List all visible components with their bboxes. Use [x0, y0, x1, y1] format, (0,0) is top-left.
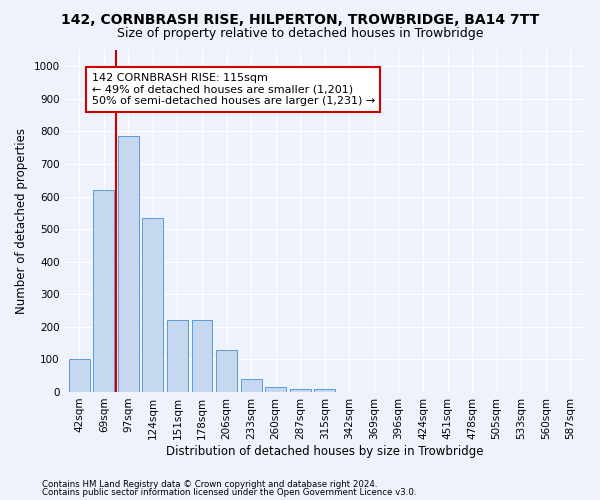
Text: Contains public sector information licensed under the Open Government Licence v3: Contains public sector information licen…: [42, 488, 416, 497]
Bar: [265, 387, 286, 392]
Bar: [94, 190, 114, 392]
Bar: [191, 320, 212, 392]
Bar: [69, 360, 90, 392]
Bar: [118, 136, 139, 392]
Bar: [216, 350, 237, 392]
Bar: [167, 320, 188, 392]
Y-axis label: Number of detached properties: Number of detached properties: [15, 128, 28, 314]
Bar: [314, 388, 335, 392]
Text: 142 CORNBRASH RISE: 115sqm
← 49% of detached houses are smaller (1,201)
50% of s: 142 CORNBRASH RISE: 115sqm ← 49% of deta…: [92, 73, 375, 106]
Text: Size of property relative to detached houses in Trowbridge: Size of property relative to detached ho…: [117, 28, 483, 40]
Text: 142, CORNBRASH RISE, HILPERTON, TROWBRIDGE, BA14 7TT: 142, CORNBRASH RISE, HILPERTON, TROWBRID…: [61, 12, 539, 26]
Text: Contains HM Land Registry data © Crown copyright and database right 2024.: Contains HM Land Registry data © Crown c…: [42, 480, 377, 489]
Bar: [241, 379, 262, 392]
Bar: [290, 388, 311, 392]
Bar: [142, 218, 163, 392]
X-axis label: Distribution of detached houses by size in Trowbridge: Distribution of detached houses by size …: [166, 444, 484, 458]
